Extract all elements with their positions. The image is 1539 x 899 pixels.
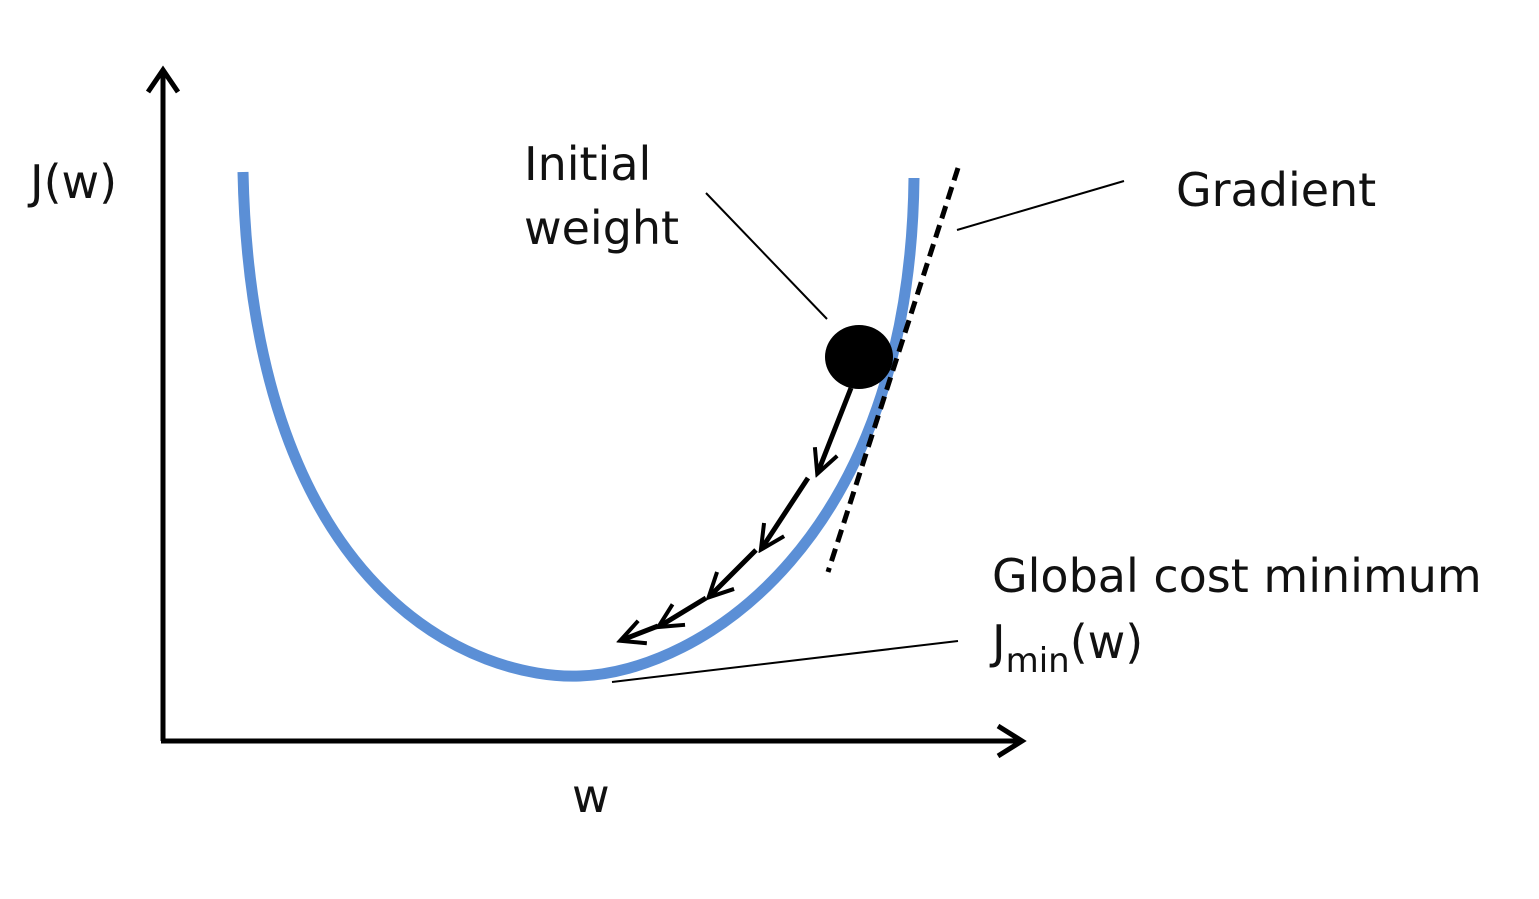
jmin-base: J	[989, 615, 1006, 669]
jmin-argument: (w)	[1070, 615, 1144, 669]
global-min-label: Global cost minimum	[992, 549, 1482, 603]
descent-step-arrow	[710, 548, 758, 596]
descent-step-arrow	[622, 626, 659, 640]
global-min-leader	[611, 640, 959, 683]
initial-weight-label-line1: Initial	[524, 137, 651, 191]
x-axis-label: w	[572, 769, 610, 823]
initial-weight-ball	[825, 325, 893, 389]
y-axis-arrowhead	[145, 65, 181, 94]
descent-step-arrow	[660, 595, 708, 626]
descent-step-arrow	[762, 476, 811, 548]
jmin-label: Jmin(w)	[989, 615, 1143, 681]
jmin-subscript: min	[1006, 641, 1070, 681]
gradient-tangent-line	[825, 167, 961, 573]
x-axis-arrowhead	[996, 723, 1027, 759]
y-axis-label: J(w)	[27, 155, 117, 209]
initial-weight-leader	[705, 192, 828, 320]
gradient-leader	[956, 180, 1125, 231]
descent-step-arrow	[818, 387, 854, 472]
gradient-label: Gradient	[1176, 163, 1376, 217]
cost-curve	[237, 171, 920, 682]
initial-weight-label-line2: weight	[524, 201, 679, 255]
